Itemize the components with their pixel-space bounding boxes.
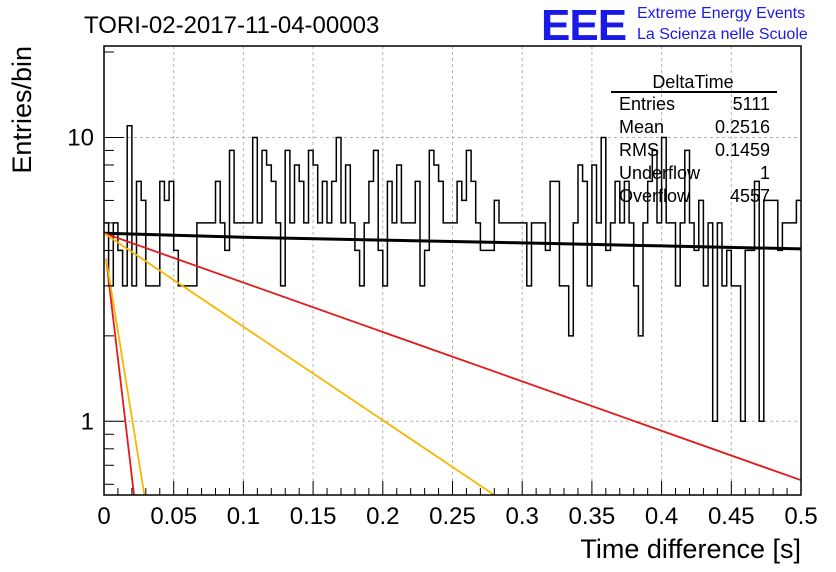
x-tick-label: 0.25 <box>429 503 476 530</box>
x-tick-label: 0.1 <box>227 503 260 530</box>
y-tick-label: 1 <box>81 408 94 435</box>
stats-label-overflow: Overflow <box>619 186 691 206</box>
y-axis-title: Entries/bin <box>7 46 37 174</box>
stats-label-mean: Mean <box>619 117 664 137</box>
stats-value-rms: 0.1459 <box>715 140 770 160</box>
axes: 0 0.05 0.1 0.15 0.2 0.25 0.3 0.35 0.4 0.45 0.5 1 10 <box>67 51 818 530</box>
stats-value-mean: 0.2516 <box>715 117 770 137</box>
stats-label-entries: Entries <box>619 94 675 114</box>
logo-line-2: La Scienza nelle Scuole <box>637 26 808 43</box>
chart-title: TORI-02-2017-11-04-00003 <box>84 12 379 39</box>
x-tick-label: 0.35 <box>569 503 616 530</box>
logo: EEE Extreme Energy Events La Scienza nel… <box>541 1 808 50</box>
fit-curve-2 <box>103 232 802 482</box>
stats-value-entries: 5111 <box>733 94 770 114</box>
fit-curve-1 <box>103 231 802 251</box>
stats-box: DeltaTime Entries 5111 Mean 0.2516 RMS 0.1459… <box>611 72 777 206</box>
logo-line-1: Extreme Energy Events <box>637 5 805 22</box>
x-tick-label: 0 <box>97 503 110 530</box>
x-tick-label: 0.15 <box>290 503 337 530</box>
logo-mark: EEE <box>541 1 626 50</box>
x-axis-title: Time difference [s] <box>580 534 801 564</box>
x-tick-label: 0.4 <box>645 503 678 530</box>
stats-rows: Entries 5111 Mean 0.2516 RMS 0.1459 Underflow 1… <box>619 94 770 206</box>
x-tick-label: 0.45 <box>708 503 755 530</box>
y-tick-label: 10 <box>67 124 94 151</box>
stats-value-underflow: 1 <box>760 163 770 183</box>
histogram-step-line <box>104 124 801 423</box>
x-tick-label: 0.05 <box>150 503 197 530</box>
fit-curve-5 <box>105 258 146 496</box>
histogram <box>104 124 801 423</box>
fit-curve-3 <box>103 232 495 496</box>
x-tick-label: 0.3 <box>506 503 539 530</box>
x-tick-label: 0.5 <box>784 503 817 530</box>
stats-title: DeltaTime <box>652 72 733 92</box>
stats-value-overflow: 4557 <box>730 186 770 206</box>
fit-curve-4 <box>105 258 135 496</box>
stats-label-underflow: Underflow <box>619 163 701 183</box>
fit-curves <box>103 231 802 496</box>
stats-label-rms: RMS <box>619 140 659 160</box>
x-tick-label: 0.2 <box>366 503 399 530</box>
